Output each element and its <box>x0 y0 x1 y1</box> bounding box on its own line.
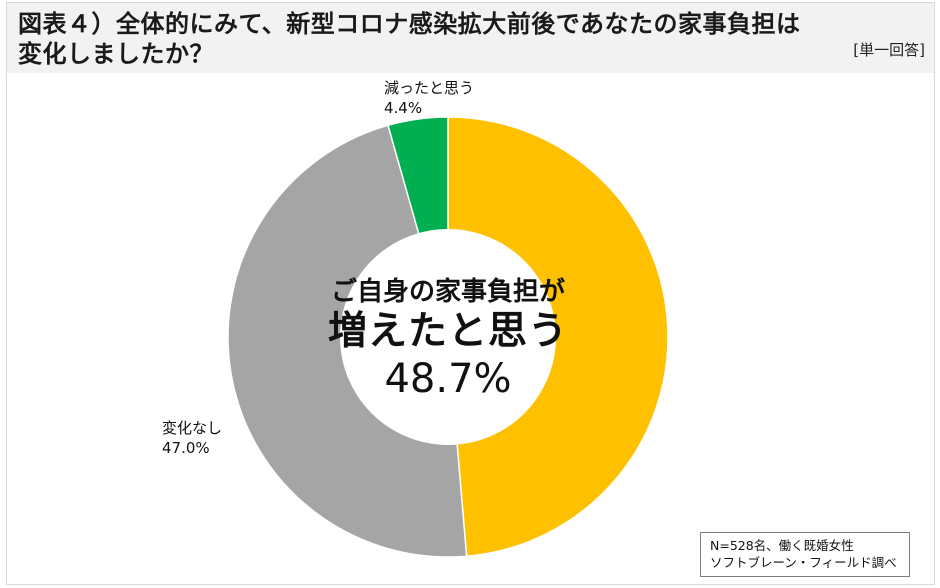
label-decreased-value: 4.4% <box>384 99 423 117</box>
label-no-change-name: 変化なし <box>162 419 223 437</box>
center-line-1: ご自身の家事負担が <box>330 277 565 307</box>
center-value: 48.7% <box>384 356 512 402</box>
source-note: N=528名、働く既婚女性 ソフトブレーン・フィールド調べ <box>700 532 910 577</box>
center-annotation: ご自身の家事負担が 増えたと思う 48.7% <box>298 275 598 403</box>
title-line-2: 変化しましたか？ <box>18 40 214 68</box>
title-line-1: 図表４）全体的にみて、新型コロナ感染拡大前後であなたの家事負担は <box>18 10 801 38</box>
label-decreased: 減ったと思う 4.4% <box>384 78 474 118</box>
chart-header: 図表４）全体的にみて、新型コロナ感染拡大前後であなたの家事負担は 変化しましたか… <box>7 3 934 73</box>
label-decreased-name: 減ったと思う <box>384 79 475 97</box>
chart-title: 図表４）全体的にみて、新型コロナ感染拡大前後であなたの家事負担は 変化しましたか… <box>18 9 838 69</box>
note-line-1: N=528名、働く既婚女性 <box>710 538 854 553</box>
label-no-change: 変化なし 47.0% <box>162 418 222 458</box>
label-no-change-value: 47.0% <box>162 439 210 457</box>
center-line-2: 増えたと思う <box>327 309 568 354</box>
note-line-2: ソフトブレーン・フィールド調べ <box>710 555 897 570</box>
slice-increased <box>447 116 669 558</box>
donut-hole <box>340 229 556 445</box>
answer-type-label: [単一回答] <box>853 41 925 59</box>
